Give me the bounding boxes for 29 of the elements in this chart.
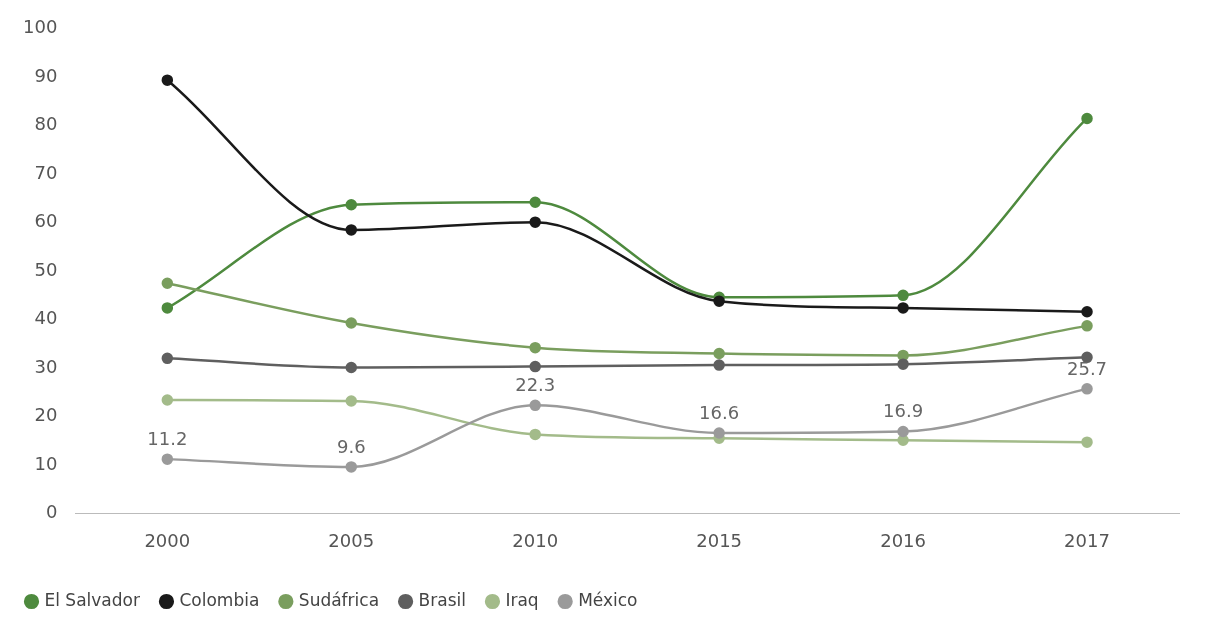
legend-label: El Salvador bbox=[44, 589, 140, 610]
legend-label: Brasil bbox=[418, 589, 466, 610]
x-tick-label: 2010 bbox=[512, 529, 559, 551]
y-tick-label: 50 bbox=[34, 258, 58, 280]
data-label: 9.6 bbox=[336, 435, 366, 457]
y-tick-label: 60 bbox=[34, 210, 58, 232]
legend-label: México bbox=[578, 589, 638, 610]
legend-label: Iraq bbox=[505, 589, 539, 610]
y-tick-label: 80 bbox=[34, 113, 58, 135]
x-tick-label: 2015 bbox=[696, 529, 743, 551]
x-tick-label: 2000 bbox=[144, 529, 191, 551]
y-tick-label: 10 bbox=[34, 452, 58, 474]
y-tick-label: 0 bbox=[45, 501, 58, 523]
data-label: 16.6 bbox=[699, 401, 740, 423]
data-label: 22.3 bbox=[515, 374, 556, 396]
data-label: 11.2 bbox=[147, 427, 188, 449]
data-label: 16.9 bbox=[883, 400, 924, 422]
y-tick-label: 100 bbox=[23, 16, 58, 38]
y-tick-label: 40 bbox=[34, 307, 58, 329]
legend-label: Colombia bbox=[179, 589, 260, 610]
data-label: 25.7 bbox=[1066, 357, 1108, 379]
x-tick-label: 2016 bbox=[880, 529, 926, 551]
y-tick-label: 30 bbox=[34, 355, 58, 377]
x-tick-label: 2017 bbox=[1064, 529, 1110, 551]
y-tick-label: 70 bbox=[34, 161, 58, 183]
x-tick-label: 2005 bbox=[328, 529, 375, 551]
y-tick-label: 90 bbox=[34, 64, 58, 86]
y-tick-label: 20 bbox=[34, 404, 58, 426]
legend-label: Sudáfrica bbox=[298, 589, 380, 610]
